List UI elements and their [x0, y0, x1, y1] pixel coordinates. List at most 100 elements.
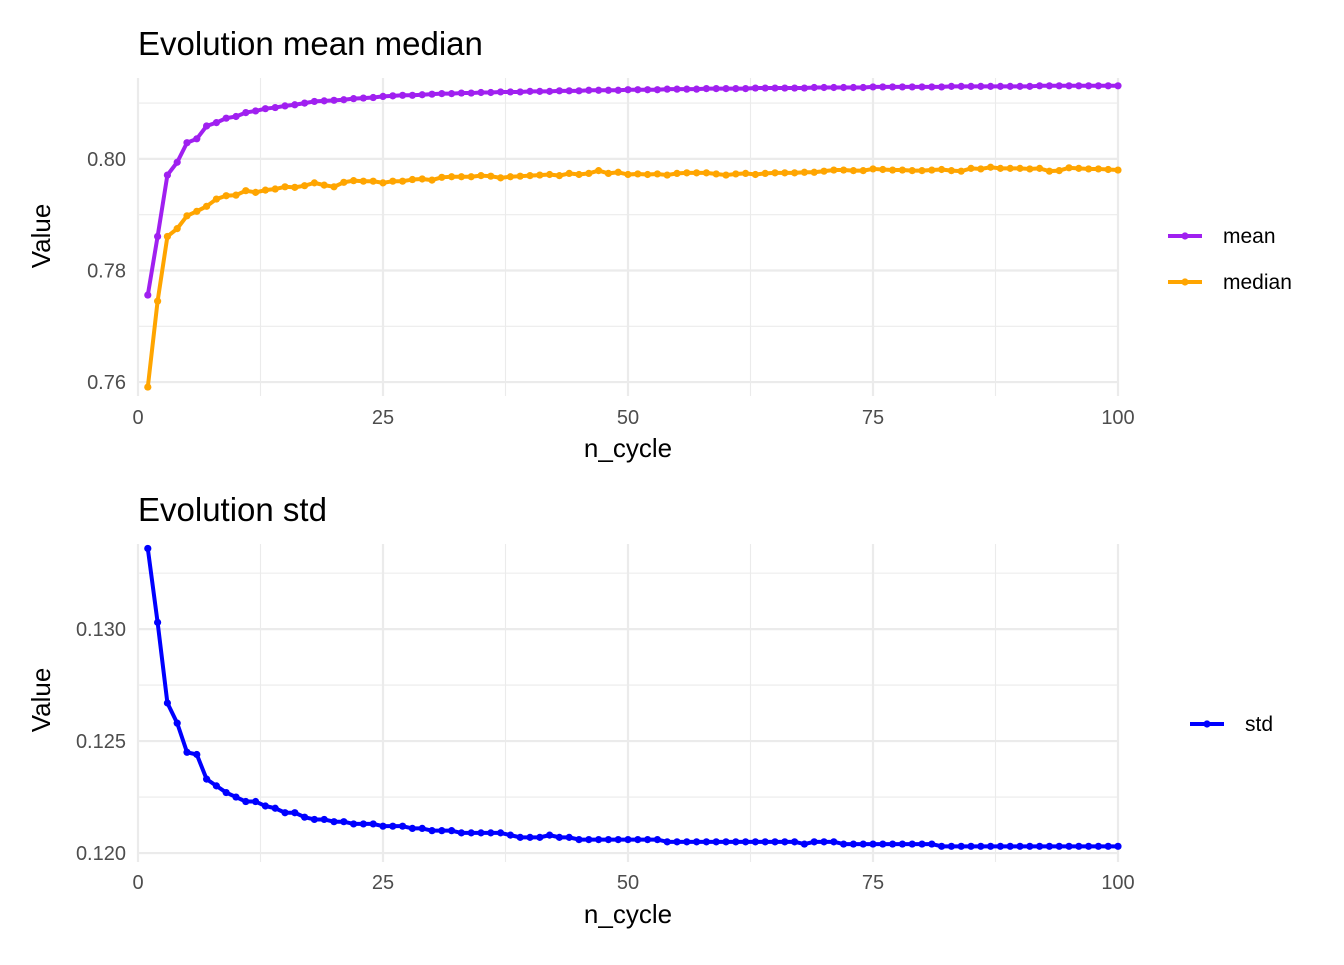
- data-point: [967, 842, 975, 850]
- data-point: [546, 87, 554, 95]
- data-point: [898, 166, 907, 174]
- data-point: [653, 170, 662, 178]
- data-point: [438, 173, 446, 181]
- data-point: [301, 182, 309, 190]
- data-point: [1055, 842, 1063, 850]
- data-point: [889, 83, 897, 91]
- data-point: [144, 544, 152, 553]
- data-point: [301, 99, 309, 107]
- x-axis-title: n_cycle: [584, 899, 672, 929]
- data-point: [987, 82, 995, 90]
- data-point: [820, 838, 828, 846]
- data-point: [487, 172, 495, 180]
- data-point: [957, 842, 965, 850]
- y-tick-label: 0.78: [87, 260, 126, 282]
- data-point: [683, 85, 691, 93]
- data-point: [781, 169, 789, 177]
- data-point: [467, 89, 475, 97]
- data-point: [555, 833, 564, 841]
- data-point: [144, 383, 152, 391]
- data-point: [693, 169, 701, 177]
- data-point: [624, 836, 632, 844]
- data-point: [771, 838, 779, 846]
- data-point: [301, 813, 309, 821]
- data-point: [732, 85, 740, 93]
- data-point: [546, 170, 554, 179]
- data-point: [663, 171, 671, 179]
- data-point: [399, 822, 407, 830]
- data-point: [987, 842, 995, 850]
- data-point: [967, 82, 975, 90]
- data-point: [1085, 165, 1093, 173]
- data-point: [183, 139, 191, 147]
- data-point: [810, 83, 818, 92]
- data-point: [408, 824, 416, 833]
- data-point: [1075, 82, 1083, 90]
- data-point: [575, 836, 583, 844]
- data-point: [722, 171, 730, 179]
- data-point: [957, 167, 965, 175]
- data-point: [644, 86, 652, 94]
- data-point: [869, 165, 877, 173]
- data-point: [399, 91, 407, 99]
- data-point: [526, 172, 534, 180]
- data-point: [1114, 82, 1122, 90]
- data-point: [330, 818, 338, 826]
- data-point: [350, 177, 358, 185]
- data-point: [624, 86, 632, 94]
- data-point: [408, 175, 416, 184]
- data-point: [281, 183, 289, 191]
- data-point: [977, 842, 985, 850]
- data-point: [448, 827, 456, 835]
- data-point: [261, 105, 269, 113]
- x-tick-label: 75: [862, 407, 884, 429]
- data-point: [1065, 842, 1073, 850]
- data-point: [340, 818, 348, 826]
- data-point: [585, 86, 593, 94]
- legend-label: median: [1223, 271, 1292, 294]
- data-point: [144, 291, 152, 299]
- data-point: [497, 88, 505, 96]
- data-point: [624, 170, 632, 179]
- data-point: [291, 183, 299, 191]
- data-point: [359, 820, 367, 828]
- data-point: [840, 83, 848, 92]
- series-line: [145, 546, 1120, 849]
- data-point: [399, 177, 407, 185]
- y-tick-label: 0.125: [76, 731, 126, 753]
- data-point: [879, 165, 887, 174]
- data-point: [800, 168, 809, 176]
- data-point: [487, 829, 495, 837]
- data-point: [183, 212, 191, 220]
- data-point: [1104, 165, 1112, 174]
- series-median: [144, 163, 1122, 391]
- data-point: [840, 840, 848, 848]
- data-point: [203, 202, 211, 210]
- data-point: [849, 167, 858, 175]
- data-point: [1055, 82, 1063, 90]
- y-tick-label: 0.76: [87, 372, 126, 394]
- data-point: [634, 86, 642, 94]
- data-point: [212, 119, 220, 127]
- data-point: [996, 842, 1005, 850]
- data-point: [173, 719, 181, 727]
- data-point: [996, 82, 1005, 90]
- legend-marker: [1203, 720, 1211, 728]
- data-point: [506, 831, 514, 839]
- data-point: [565, 169, 573, 177]
- data-point: [604, 86, 613, 94]
- data-point: [585, 169, 593, 177]
- data-point: [1036, 82, 1044, 90]
- data-point: [163, 699, 171, 707]
- data-point: [859, 83, 867, 92]
- data-point: [673, 169, 681, 177]
- data-point: [634, 170, 642, 178]
- grid: [136, 544, 1120, 862]
- legend-marker: [1181, 232, 1189, 240]
- data-point: [546, 831, 554, 839]
- data-point: [653, 836, 662, 844]
- data-point: [653, 86, 662, 94]
- data-point: [477, 172, 485, 180]
- data-point: [536, 171, 544, 179]
